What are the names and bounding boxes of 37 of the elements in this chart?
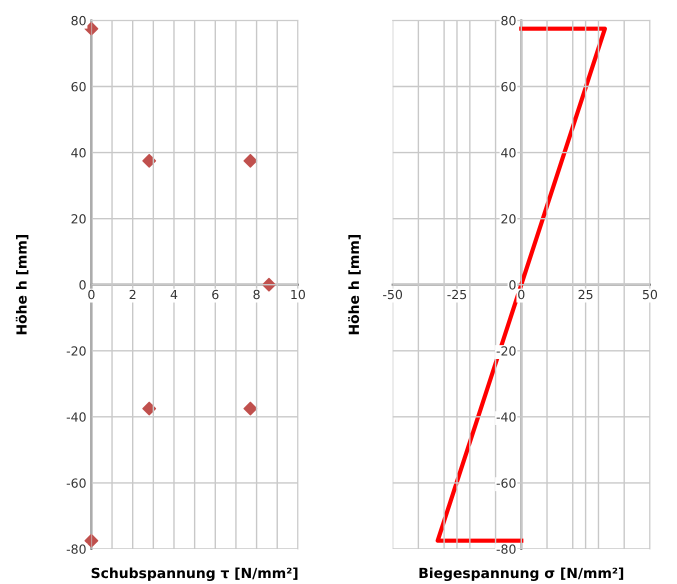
x-tick-label: 2 [130,290,136,300]
point [243,402,258,416]
y-tick-label: 20 [72,214,86,224]
y-tick-label: 40 [71,148,86,158]
x-tick-label: -50 [383,290,402,300]
y-tick-label: -60 [66,478,86,488]
x-tick-label: 50 [642,290,658,300]
x-tick-label: 10 [291,290,306,300]
x-axis-title: Biegespannung σ [N/mm²] [420,567,624,582]
x-tick-label: 6 [212,290,218,300]
y-tick-label: 40 [501,148,516,158]
x-tick-label: 8 [253,290,260,300]
x-tick-label: 25 [578,290,592,300]
y-axis-title: Höhe h [mm] [16,235,28,334]
x-tick-label: 0 [518,290,524,300]
y-tick-label: -20 [496,346,516,356]
y-tick-label: 0 [79,280,86,290]
y-tick-label: -20 [66,346,86,356]
y-tick-label: 60 [72,82,86,92]
y-tick-label: 0 [509,280,516,290]
x-tick-label: 0 [88,290,95,300]
x-tick-label: -25 [447,290,466,300]
y-tick-label: -40 [66,412,86,422]
x-tick-label: 4 [170,290,178,300]
y-tick-label: 80 [71,16,86,26]
y-tick-label: -80 [66,544,86,554]
y-tick-label: 80 [501,16,516,26]
y-tick-label: 60 [501,82,516,92]
x-axis-title: Schubspannung τ [N/mm²] [92,567,298,582]
point [243,154,258,168]
y-tick-label: -80 [496,544,516,554]
y-tick-label: -40 [496,412,516,422]
y-tick-label: -60 [496,478,516,488]
point [142,154,156,168]
y-axis-title: Höhe h [mm] [348,235,361,334]
y-tick-label: 20 [501,214,516,224]
point [142,402,156,416]
